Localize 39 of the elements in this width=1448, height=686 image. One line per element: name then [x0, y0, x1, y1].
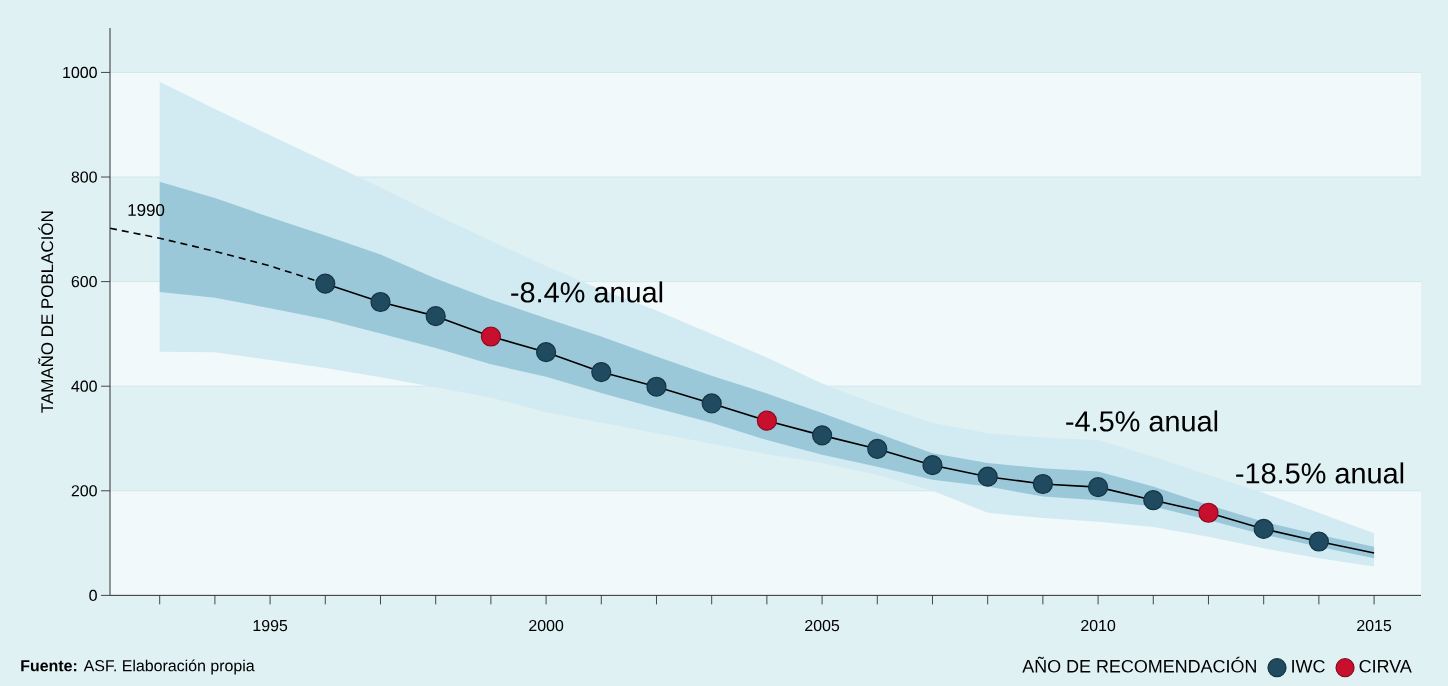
legend-title: AÑO DE RECOMENDACIÓN [1022, 656, 1256, 673]
annotation: -4.5% anual [1066, 410, 1218, 432]
y-axis-title: TAMAÑO DE POBLACIÓN [38, 211, 54, 413]
point [315, 273, 336, 294]
point [1087, 477, 1109, 498]
point [1143, 490, 1164, 511]
point [480, 326, 501, 347]
point [1032, 473, 1053, 495]
legend-label: CIRVA [1359, 659, 1412, 673]
point [977, 466, 998, 487]
legend-label: IWC [1292, 659, 1325, 673]
point [535, 342, 557, 363]
point [646, 376, 667, 397]
y-tick-label: 600 [71, 275, 97, 288]
point [922, 455, 943, 476]
annotation: -8.4% anual [511, 281, 663, 303]
x-tick-label: 2000 [529, 619, 564, 632]
point [425, 306, 446, 327]
point [867, 438, 888, 460]
y-tick-label: 800 [71, 171, 97, 183]
x-tick-label: 1995 [253, 619, 288, 632]
point [756, 410, 777, 431]
point [370, 291, 391, 313]
point [1198, 502, 1219, 523]
y-tick-label: 0 [89, 589, 97, 602]
point [811, 425, 833, 446]
point [701, 393, 722, 414]
point [1308, 531, 1329, 552]
point [1253, 518, 1274, 540]
point [591, 361, 612, 383]
text: Fuente: ASF. Elaboración propia [21, 659, 255, 675]
x-tick-label: 2005 [805, 619, 840, 632]
y-tick-label: 400 [71, 380, 97, 392]
annotation: -18.5% anual [1236, 462, 1404, 484]
y-tick-label: 1000 [63, 66, 97, 79]
y-tick-label: 200 [71, 485, 97, 497]
x-tick-label: 2015 [1357, 619, 1392, 632]
x-tick-label: 2010 [1081, 619, 1116, 632]
annotation: 1990 [128, 203, 165, 216]
